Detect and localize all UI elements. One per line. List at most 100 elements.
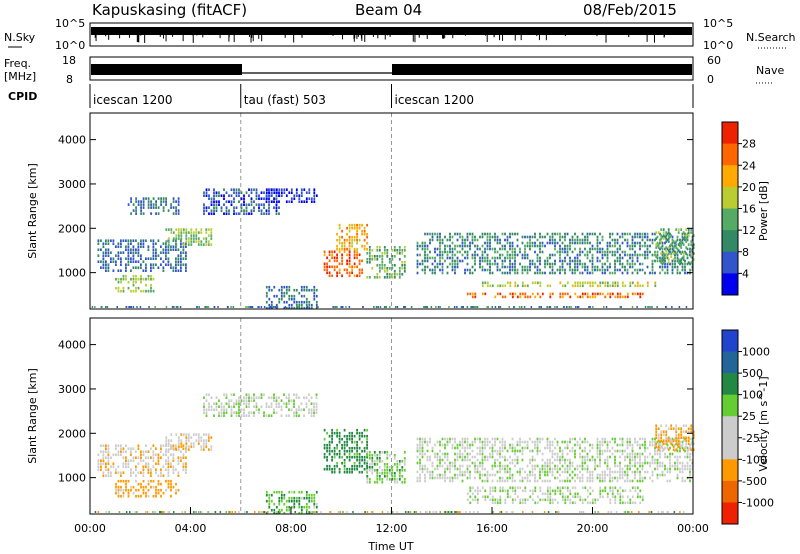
heatmap-cell xyxy=(451,235,454,239)
heatmap-cell xyxy=(559,486,562,490)
heatmap-cell xyxy=(185,436,188,439)
y-tick-label: 3000 xyxy=(58,383,86,396)
heatmap-cell xyxy=(604,473,606,477)
heatmap-cell xyxy=(599,486,602,490)
heatmap-cell xyxy=(338,268,341,272)
heatmap-cell xyxy=(439,241,441,245)
heatmap-cell xyxy=(217,306,219,308)
heatmap-cell xyxy=(671,241,674,245)
heatmap-cell xyxy=(300,306,303,310)
heatmap-cell xyxy=(435,306,437,308)
heatmap-cell xyxy=(172,453,175,456)
nsky-band xyxy=(91,27,692,35)
heatmap-cell xyxy=(692,243,695,246)
heatmap-cell xyxy=(313,496,316,500)
heatmap-cell xyxy=(469,446,471,450)
heatmap-cell xyxy=(474,461,476,465)
heatmap-cell xyxy=(677,439,680,442)
heatmap-cell xyxy=(526,241,529,245)
heatmap-cell xyxy=(674,256,676,260)
heatmap-cell xyxy=(308,288,311,292)
heatmap-cell xyxy=(611,250,614,254)
heatmap-cell xyxy=(328,449,331,453)
heatmap-cell xyxy=(434,268,436,272)
heatmap-cell xyxy=(308,408,310,411)
heatmap-cell xyxy=(348,306,351,308)
heatmap-cell xyxy=(167,257,170,260)
heatmap-cell xyxy=(137,462,140,465)
heatmap-cell xyxy=(180,266,182,269)
heatmap-cell xyxy=(584,262,586,266)
heatmap-cell xyxy=(356,235,358,239)
heatmap-cell xyxy=(486,455,489,459)
heatmap-cell xyxy=(662,237,665,240)
heatmap-cell xyxy=(449,235,451,239)
heatmap-cell xyxy=(589,284,592,288)
heatmap-cell xyxy=(432,511,434,513)
heatmap-cell xyxy=(140,280,142,284)
heatmap-cell xyxy=(434,452,436,456)
heatmap-cell xyxy=(120,251,122,254)
heatmap-cell xyxy=(584,235,586,239)
heatmap-cell xyxy=(313,197,316,200)
heatmap-cell xyxy=(145,444,147,447)
heatmap-cell xyxy=(654,458,656,462)
heatmap-cell xyxy=(441,476,444,480)
heatmap-cell xyxy=(524,250,526,254)
heatmap-cell xyxy=(534,486,537,490)
heatmap-cell xyxy=(504,238,506,242)
heatmap-cell xyxy=(531,467,534,471)
heatmap-cell xyxy=(466,232,469,236)
heatmap-cell xyxy=(456,511,459,513)
heatmap-cell xyxy=(529,235,531,239)
heatmap-cell xyxy=(441,256,444,260)
heatmap-cell xyxy=(601,473,604,477)
heatmap-cell xyxy=(486,284,489,288)
heatmap-cell xyxy=(454,452,456,456)
heatmap-cell xyxy=(278,200,280,203)
heatmap-cell xyxy=(514,247,516,251)
heatmap-cell xyxy=(192,240,195,243)
heatmap-cell xyxy=(200,445,203,448)
heatmap-cell xyxy=(205,414,208,417)
heatmap-cell xyxy=(489,492,492,496)
heatmap-cell xyxy=(544,479,546,483)
heatmap-cell xyxy=(280,508,283,512)
heatmap-cell xyxy=(376,457,379,460)
heatmap-cell xyxy=(338,434,341,438)
heatmap-cell xyxy=(554,458,556,462)
heatmap-cell xyxy=(636,452,639,456)
heatmap-cell xyxy=(484,247,486,251)
heatmap-cell xyxy=(373,481,376,484)
heatmap-cell xyxy=(629,455,631,459)
heatmap-cell xyxy=(170,206,172,209)
heatmap-cell xyxy=(434,265,436,269)
heatmap-cell xyxy=(529,244,531,248)
heatmap-cell xyxy=(634,250,636,254)
heatmap-cell xyxy=(566,244,569,248)
heatmap-cell xyxy=(634,253,636,257)
heatmap-cell xyxy=(456,265,459,269)
heatmap-cell xyxy=(275,212,278,215)
heatmap-cell xyxy=(145,283,147,287)
heatmap-cell xyxy=(466,256,469,260)
heatmap-cell xyxy=(549,238,551,242)
heatmap-cell xyxy=(285,194,288,197)
heatmap-cell xyxy=(541,292,544,296)
heatmap-cell xyxy=(160,488,162,492)
heatmap-cell xyxy=(140,482,142,486)
heatmap-cell xyxy=(401,469,404,472)
heatmap-cell xyxy=(285,499,288,503)
heatmap-cell xyxy=(469,292,472,296)
heatmap-cell xyxy=(150,456,152,459)
heatmap-cell xyxy=(361,440,363,444)
heatmap-cell xyxy=(273,191,276,194)
heatmap-cell xyxy=(220,209,223,212)
heatmap-cell xyxy=(456,476,459,480)
heatmap-cell xyxy=(631,235,634,239)
heatmap-cell xyxy=(279,511,281,513)
heatmap-cell xyxy=(371,460,374,463)
heatmap-cell xyxy=(288,496,291,500)
heatmap-cell xyxy=(210,436,213,439)
heatmap-cell xyxy=(581,271,584,275)
